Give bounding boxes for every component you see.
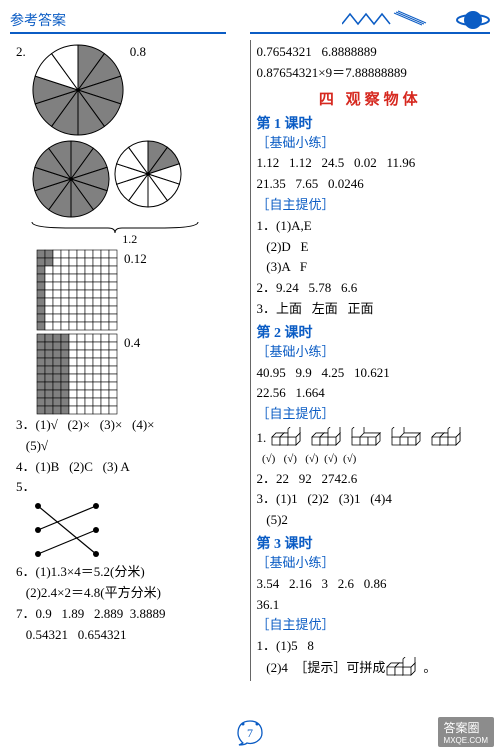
- page-number: 7: [247, 726, 253, 740]
- q3b-line: (5)√: [16, 436, 244, 457]
- cube-shape-1: [270, 427, 306, 449]
- cubes-row: 1.: [256, 427, 484, 449]
- cross-diagram: [32, 500, 102, 560]
- l1-h2: ［自主提优］: [256, 195, 484, 216]
- pie1-label: 0.8: [130, 42, 146, 63]
- grid1-label: 0.12: [124, 249, 147, 270]
- grid-chart-1: [36, 249, 118, 331]
- q3-line: 3．(1)√ (2)× (3)× (4)×: [16, 415, 244, 436]
- watermark-l2: MXQE.COM: [444, 736, 488, 745]
- l2-check: (√) (√) (√) (√) (√): [256, 451, 484, 469]
- l2-a: 40.95 9.9 4.25 10.621: [256, 363, 484, 384]
- l2-f: (5)2: [256, 510, 484, 531]
- l2-c: 1.: [256, 428, 266, 449]
- l1-c: 1．(1)A,E: [256, 216, 484, 237]
- page-header: 参考答案: [0, 0, 500, 40]
- grid-chart-2: [36, 333, 118, 415]
- content-columns: 2. 0.8 1.2 0.12 0.4 3．(1)√ (2)× (3)× (4)…: [0, 40, 500, 681]
- l1-d: (2)D E: [256, 237, 484, 258]
- brace-label: 1.2: [16, 232, 244, 247]
- cube-shape-5: [430, 427, 466, 449]
- l2-d: 2．22 92 2742.6: [256, 469, 484, 490]
- l1-h1: ［基础小练］: [256, 133, 484, 154]
- cube-shape-3: [350, 427, 386, 449]
- lesson2-title: 第 2 课时: [256, 322, 484, 342]
- page-number-badge: 7: [235, 719, 265, 747]
- l2-b: 22.56 1.664: [256, 383, 484, 404]
- column-divider: [250, 40, 251, 681]
- l1-e: (3)A F: [256, 257, 484, 278]
- l3-c: 1．(1)5 8: [256, 636, 484, 657]
- zigzag-icon: [342, 9, 452, 31]
- grid1-row: 0.12: [16, 249, 244, 331]
- q2-pies: 2. 0.8: [16, 42, 244, 138]
- l1-f: 2．9.24 5.78 6.6: [256, 278, 484, 299]
- l2-h2: ［自主提优］: [256, 404, 484, 425]
- r-top1: 0.7654321 6.8888889: [256, 42, 484, 63]
- l1-a: 1.12 1.12 24.5 0.02 11.96: [256, 153, 484, 174]
- l2-e: 3．(1)1 (2)2 (3)1 (4)4: [256, 489, 484, 510]
- q6b-line: (2)2.4×2＝4.8(平方分米): [16, 583, 244, 604]
- left-column: 2. 0.8 1.2 0.12 0.4 3．(1)√ (2)× (3)× (4)…: [12, 40, 248, 681]
- l3-e: 。: [423, 658, 436, 679]
- pie-chart-3: [112, 138, 184, 210]
- cube-shape-2: [310, 427, 346, 449]
- q2-pies-row2: [30, 138, 244, 220]
- right-column: 0.7654321 6.8888889 0.87654321×9＝7.88888…: [252, 40, 488, 681]
- section-title: 四 观察物体: [256, 88, 484, 109]
- l3-d-row: (2)4 ［提示］可拼成 。: [256, 657, 484, 679]
- cube-shape-final: [385, 657, 423, 679]
- q5-line: 5．: [16, 477, 244, 498]
- lesson3-title: 第 3 课时: [256, 533, 484, 553]
- pie-chart-2: [30, 138, 112, 220]
- planet-icon: [456, 8, 490, 32]
- l3-d: (2)4 ［提示］可拼成: [256, 658, 385, 679]
- l1-g: 3．上面 左面 正面: [256, 299, 484, 320]
- lesson1-title: 第 1 课时: [256, 113, 484, 133]
- l3-a: 3.54 2.16 3 2.6 0.86: [256, 574, 484, 595]
- watermark-l1: 答案圈: [444, 721, 480, 735]
- q7a-line: 7．0.9 1.89 2.889 3.8889: [16, 604, 244, 625]
- l3-h2: ［自主提优］: [256, 615, 484, 636]
- l1-b: 21.35 7.65 0.0246: [256, 174, 484, 195]
- q6a-line: 6．(1)1.3×4＝5.2(分米): [16, 562, 244, 583]
- header-title: 参考答案: [10, 10, 66, 30]
- l3-h1: ［基础小练］: [256, 553, 484, 574]
- cube-shape-4: [390, 427, 426, 449]
- watermark: 答案圈 MXQE.COM: [438, 717, 494, 747]
- grid2-row: 0.4: [16, 333, 244, 415]
- q2-number: 2.: [16, 42, 26, 63]
- r-top2: 0.87654321×9＝7.88888889: [256, 63, 484, 84]
- pie-chart-1: [30, 42, 126, 138]
- header-underline: [10, 32, 490, 34]
- l2-h1: ［基础小练］: [256, 342, 484, 363]
- q4-line: 4．(1)B (2)C (3) A: [16, 457, 244, 478]
- header-decoration: [342, 8, 490, 32]
- q7b-line: 0.54321 0.654321: [16, 625, 244, 646]
- l3-b: 36.1: [256, 595, 484, 616]
- grid2-label: 0.4: [124, 333, 140, 354]
